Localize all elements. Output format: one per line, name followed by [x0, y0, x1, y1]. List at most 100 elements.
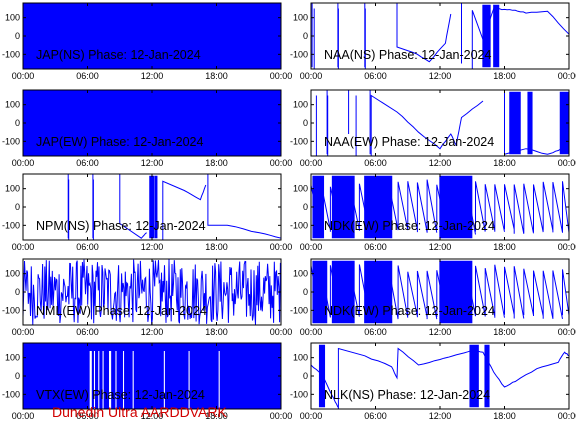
trace-gap — [98, 351, 100, 409]
x-tick-label: 06:00 — [76, 71, 99, 81]
x-tick-label: 06:00 — [364, 242, 387, 252]
x-tick-label: 06:00 — [364, 411, 387, 421]
trace-gap — [102, 351, 104, 409]
dense-wrap-region — [331, 260, 355, 324]
trace-gap — [188, 351, 190, 409]
y-tick-label: -100 — [290, 305, 308, 315]
x-tick-label: 12:00 — [429, 71, 452, 81]
y-tick-label: -100 — [2, 305, 20, 315]
trace-area — [315, 90, 569, 156]
y-tick-label: -100 — [2, 136, 20, 146]
x-tick-label: 06:00 — [364, 158, 387, 168]
trace-area — [67, 174, 281, 240]
y-tick-label: 100 — [5, 353, 20, 363]
trace-gap — [89, 351, 92, 409]
x-tick-label: 12:00 — [429, 242, 452, 252]
trace-gap — [115, 351, 117, 409]
x-tick-label: 06:00 — [76, 242, 99, 252]
phase-panel: 1000-10000:0006:0012:0018:0000:00NDK(EW)… — [290, 173, 576, 252]
dense-wrap-region — [312, 175, 325, 239]
panel-title: NDK(EW) Phase: 12-Jan-2024 — [324, 219, 495, 233]
dense-wrap-region — [154, 175, 158, 239]
panel-title: NDK(EW) Phase: 12-Jan-2024 — [324, 304, 495, 318]
panel-title: NLK(NS) Phase: 12-Jan-2024 — [324, 388, 490, 402]
y-tick-label: 0 — [15, 287, 20, 297]
y-tick-label: -100 — [2, 389, 20, 399]
panel-title: JAP(NS) Phase: 12-Jan-2024 — [36, 48, 201, 62]
x-tick-label: 00:00 — [12, 242, 35, 252]
x-tick-label: 00:00 — [300, 158, 323, 168]
trace-area — [311, 260, 569, 324]
y-tick-label: 0 — [15, 371, 20, 381]
saturated-trace — [23, 90, 281, 156]
dense-wrap-region — [482, 4, 491, 68]
x-tick-label: 18:00 — [493, 327, 516, 337]
y-tick-label: -100 — [2, 220, 20, 230]
x-tick-label: 00:00 — [300, 411, 323, 421]
x-tick-label: 12:00 — [429, 327, 452, 337]
x-tick-label: 12:00 — [429, 411, 452, 421]
panel-title: JAP(EW) Phase: 12-Jan-2024 — [36, 135, 203, 149]
trace-area — [311, 344, 569, 409]
x-tick-label: 00:00 — [558, 242, 576, 252]
y-tick-label: -100 — [290, 389, 308, 399]
x-tick-label: 06:00 — [76, 411, 99, 421]
x-tick-label: 18:00 — [493, 71, 516, 81]
y-tick-label: 100 — [5, 184, 20, 194]
x-tick-label: 00:00 — [300, 327, 323, 337]
panel-title: NML(EW) Phase: 12-Jan-2024 — [36, 304, 207, 318]
dense-wrap-region — [469, 344, 479, 408]
x-tick-label: 12:00 — [141, 158, 164, 168]
y-tick-label: 100 — [293, 13, 308, 23]
x-tick-label: 18:00 — [205, 327, 228, 337]
x-tick-label: 18:00 — [493, 158, 516, 168]
dense-wrap-region — [331, 175, 355, 239]
x-tick-label: 00:00 — [300, 242, 323, 252]
y-tick-label: -100 — [290, 220, 308, 230]
y-tick-label: 0 — [303, 202, 308, 212]
y-tick-label: 0 — [15, 31, 20, 41]
y-tick-label: 100 — [5, 100, 20, 110]
y-tick-label: 0 — [303, 371, 308, 381]
dense-wrap-region — [439, 260, 473, 324]
trace-area — [23, 90, 281, 156]
x-tick-label: 00:00 — [12, 411, 35, 421]
x-tick-label: 18:00 — [205, 242, 228, 252]
x-tick-label: 00:00 — [270, 71, 293, 81]
x-tick-label: 12:00 — [141, 327, 164, 337]
x-tick-label: 06:00 — [76, 327, 99, 337]
trace-area — [311, 175, 569, 239]
phase-panel: 1000-10000:0006:0012:0018:0000:00NDK(EW)… — [290, 258, 576, 337]
x-tick-label: 06:00 — [364, 71, 387, 81]
y-tick-label: -100 — [290, 136, 308, 146]
panel-title: VTX(EW) Phase: 12-Jan-2024 — [36, 388, 205, 402]
x-tick-label: 00:00 — [12, 71, 35, 81]
x-tick-label: 00:00 — [558, 327, 576, 337]
trace-gap — [163, 351, 165, 409]
x-tick-label: 12:00 — [141, 71, 164, 81]
x-tick-label: 18:00 — [205, 158, 228, 168]
y-tick-label: 0 — [15, 202, 20, 212]
x-tick-label: 00:00 — [270, 158, 293, 168]
trace-gap — [93, 351, 96, 409]
y-tick-label: 100 — [5, 13, 20, 23]
x-tick-label: 00:00 — [558, 71, 576, 81]
y-tick-label: -100 — [2, 49, 20, 59]
y-tick-label: 100 — [293, 100, 308, 110]
x-tick-label: 18:00 — [205, 71, 228, 81]
panel-title: NPM(NS) Phase: 12-Jan-2024 — [36, 219, 206, 233]
trace-gap — [218, 351, 220, 409]
phase-trace — [311, 3, 569, 69]
dense-wrap-region — [364, 175, 393, 239]
phase-panel: 1000-10000:0006:0012:0018:0000:00NAA(EW)… — [290, 89, 576, 168]
saturated-trace — [23, 343, 281, 409]
trace-area — [23, 343, 281, 409]
panel-title: NAA(NS) Phase: 12-Jan-2024 — [324, 48, 491, 62]
dense-wrap-region — [149, 175, 155, 239]
y-tick-label: 0 — [303, 118, 308, 128]
trace-gap — [132, 351, 134, 409]
